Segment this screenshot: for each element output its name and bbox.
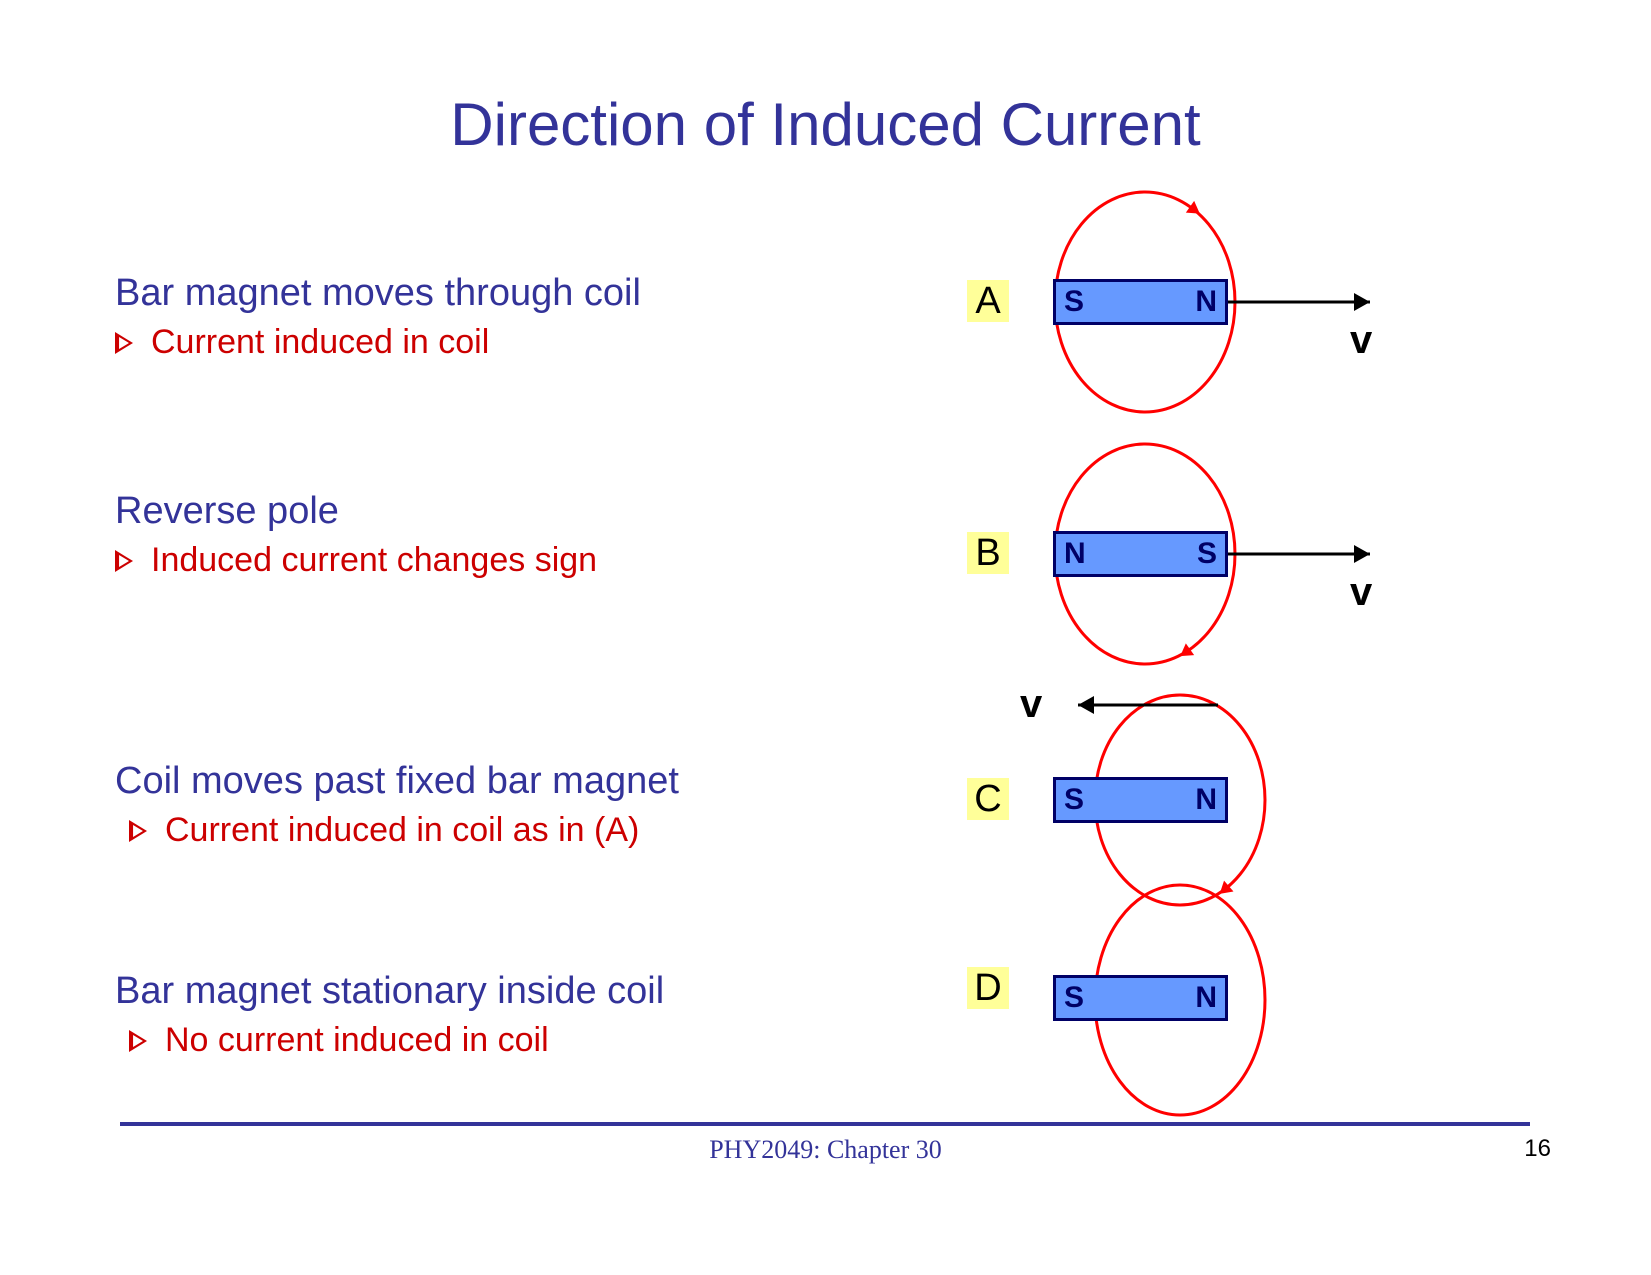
figure-label-B: B [967, 532, 1009, 574]
pole-S: S [1064, 981, 1084, 1015]
section-heading: Reverse pole [115, 490, 895, 533]
bullet-arrow-icon [129, 1030, 147, 1052]
bullet-text: No current induced in coil [165, 1021, 549, 1060]
velocity-arrow-C [1058, 685, 1238, 725]
bullet-text: Current induced in coil [151, 323, 489, 362]
velocity-label-A: v [1350, 318, 1372, 363]
bullet-arrow-icon [115, 550, 133, 572]
figure-label-A: A [967, 280, 1009, 322]
figure-label-C: C [967, 778, 1009, 820]
velocity-arrow-B [1208, 534, 1390, 574]
footer-text: PHY2049: Chapter 30 [0, 1135, 1651, 1165]
bullet-arrow-icon [115, 332, 133, 354]
section-heading: Bar magnet stationary inside coil [115, 970, 895, 1013]
pole-N: N [1064, 537, 1086, 571]
magnet-C: SN [1053, 777, 1228, 823]
section-bullet: No current induced in coil [129, 1021, 895, 1060]
section-bullet: Induced current changes sign [115, 541, 895, 580]
bullet-text: Induced current changes sign [151, 541, 597, 580]
velocity-label-B: v [1350, 570, 1372, 615]
slide-title: Direction of Induced Current [0, 90, 1651, 159]
footer-divider [120, 1122, 1530, 1126]
pole-N: N [1195, 981, 1217, 1015]
section-bullet: Current induced in coil [115, 323, 895, 362]
section-1: Reverse pole Induced current changes sign [115, 490, 895, 580]
magnet-A: SN [1053, 279, 1228, 325]
section-heading: Bar magnet moves through coil [115, 272, 895, 315]
bullet-text: Current induced in coil as in (A) [165, 811, 639, 850]
page-number: 16 [1524, 1135, 1551, 1163]
velocity-arrow-A [1208, 282, 1390, 322]
pole-S: S [1064, 783, 1084, 817]
magnet-D: SN [1053, 975, 1228, 1021]
section-2: Coil moves past fixed bar magnet Current … [115, 760, 895, 850]
magnet-B: NS [1053, 531, 1228, 577]
section-heading: Coil moves past fixed bar magnet [115, 760, 895, 803]
section-bullet: Current induced in coil as in (A) [129, 811, 895, 850]
velocity-label-C: v [1020, 682, 1042, 727]
bullet-arrow-icon [129, 820, 147, 842]
section-0: Bar magnet moves through coil Current ind… [115, 272, 895, 362]
figure-label-D: D [967, 967, 1009, 1009]
pole-S: S [1064, 285, 1084, 319]
pole-N: N [1195, 783, 1217, 817]
section-3: Bar magnet stationary inside coil No curr… [115, 970, 895, 1060]
